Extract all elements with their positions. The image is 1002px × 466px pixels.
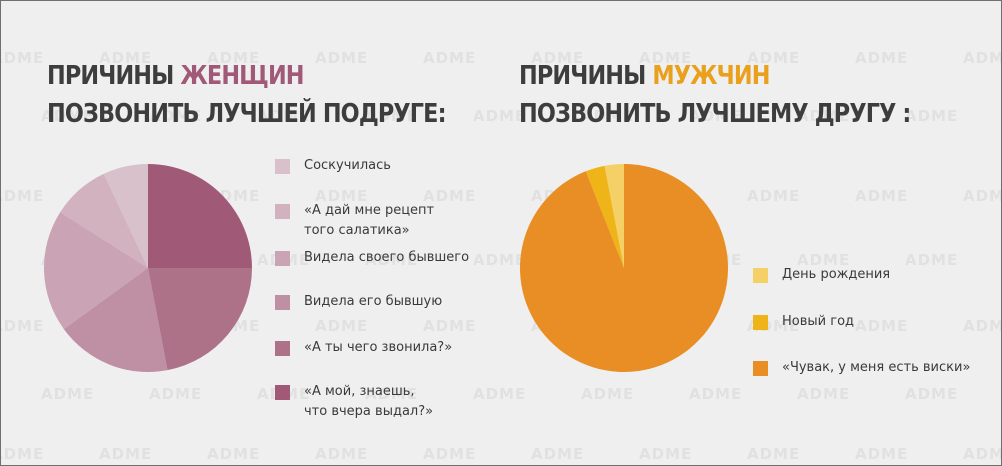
watermark-text: ADME bbox=[689, 385, 743, 403]
women-legend-label: «А мой, знаешь, что вчера выдал?» bbox=[304, 384, 434, 419]
women-title-highlight: ЖЕНЩИН bbox=[180, 61, 304, 91]
men-pie-slice bbox=[519, 164, 728, 372]
watermark-text: ADME bbox=[1, 445, 45, 463]
watermark-text: ADME bbox=[747, 445, 801, 463]
men-pie-slice bbox=[604, 164, 624, 268]
women-pie-slice bbox=[63, 268, 168, 373]
women-pie-slice bbox=[148, 164, 252, 268]
women-legend-swatch bbox=[275, 385, 290, 400]
men-pie-slice bbox=[585, 165, 624, 268]
women-legend-label: Соскучилась bbox=[304, 158, 391, 173]
women-pie-slice bbox=[60, 173, 148, 268]
men-legend-label: «Чувак, у меня есть виски» bbox=[782, 360, 971, 375]
women-pie-slice bbox=[103, 164, 148, 268]
women-legend-swatch bbox=[275, 341, 290, 356]
women-legend-label: «А дай мне рецепт того салатика» bbox=[304, 203, 435, 238]
watermark-text: ADME bbox=[963, 49, 1001, 67]
watermark-text: ADME bbox=[207, 445, 261, 463]
women-title-line2: ПОЗВОНИТЬ ЛУЧШЕЙ ПОДРУГЕ: bbox=[47, 99, 447, 129]
men-title-prefix: ПРИЧИНЫ bbox=[519, 61, 653, 91]
men-pie-chart bbox=[519, 164, 728, 372]
men-legend-swatch bbox=[753, 268, 768, 283]
men-title-line2: ПОЗВОНИТЬ ЛУЧШЕМУ ДРУГУ : bbox=[519, 99, 911, 129]
watermark-text: ADME bbox=[1, 187, 45, 205]
watermark-text: ADME bbox=[315, 317, 369, 335]
men-title-highlight: МУЖЧИН bbox=[652, 61, 770, 91]
watermark-text: ADME bbox=[1, 317, 45, 335]
watermark-text: ADME bbox=[531, 445, 585, 463]
women-legend-label: «А ты чего звонила?» bbox=[304, 340, 453, 355]
men-legend-swatch bbox=[753, 315, 768, 330]
watermark-text: ADME bbox=[747, 187, 801, 205]
watermark-text: ADME bbox=[423, 317, 477, 335]
men-legend-label: Новый год bbox=[782, 314, 855, 329]
women-legend-label: Видела своего бывшего bbox=[304, 250, 470, 265]
watermark-text: ADME bbox=[855, 317, 909, 335]
women-title: ПРИЧИНЫ ЖЕНЩИН ПОЗВОНИТЬ ЛУЧШЕЙ ПОДРУГЕ: bbox=[47, 57, 447, 133]
watermark-text: ADME bbox=[423, 445, 477, 463]
women-legend-label: Видела его бывшую bbox=[304, 294, 443, 309]
women-pie-slice bbox=[43, 212, 148, 330]
watermark-text: ADME bbox=[855, 187, 909, 205]
watermark-text: ADME bbox=[581, 385, 635, 403]
watermark-text: ADME bbox=[905, 385, 959, 403]
women-title-prefix: ПРИЧИНЫ bbox=[47, 61, 181, 91]
women-legend-swatch bbox=[275, 159, 290, 174]
watermark-text: ADME bbox=[149, 385, 203, 403]
women-pie-slice bbox=[148, 268, 252, 371]
watermark-text: ADME bbox=[1, 49, 45, 67]
women-legend-swatch bbox=[275, 204, 290, 219]
women-legend-swatch bbox=[275, 251, 290, 266]
watermark-text: ADME bbox=[797, 385, 851, 403]
watermark-text: ADME bbox=[905, 251, 959, 269]
watermark-text: ADME bbox=[963, 187, 1001, 205]
watermark-text: ADME bbox=[905, 107, 959, 125]
watermark-text: ADME bbox=[473, 385, 527, 403]
men-title: ПРИЧИНЫ МУЖЧИН ПОЗВОНИТЬ ЛУЧШЕМУ ДРУГУ : bbox=[519, 57, 911, 133]
women-legend-swatch bbox=[275, 295, 290, 310]
women-pie-chart bbox=[43, 164, 252, 373]
watermark-text: ADME bbox=[963, 445, 1001, 463]
men-legend-swatch bbox=[753, 361, 768, 376]
watermark-text: ADME bbox=[855, 445, 909, 463]
watermark-text: ADME bbox=[639, 445, 693, 463]
watermark-text: ADME bbox=[41, 385, 95, 403]
watermark-text: ADME bbox=[963, 317, 1001, 335]
men-legend-label: День рождения bbox=[782, 267, 891, 282]
watermark-text: ADME bbox=[99, 445, 153, 463]
watermark-text: ADME bbox=[315, 445, 369, 463]
